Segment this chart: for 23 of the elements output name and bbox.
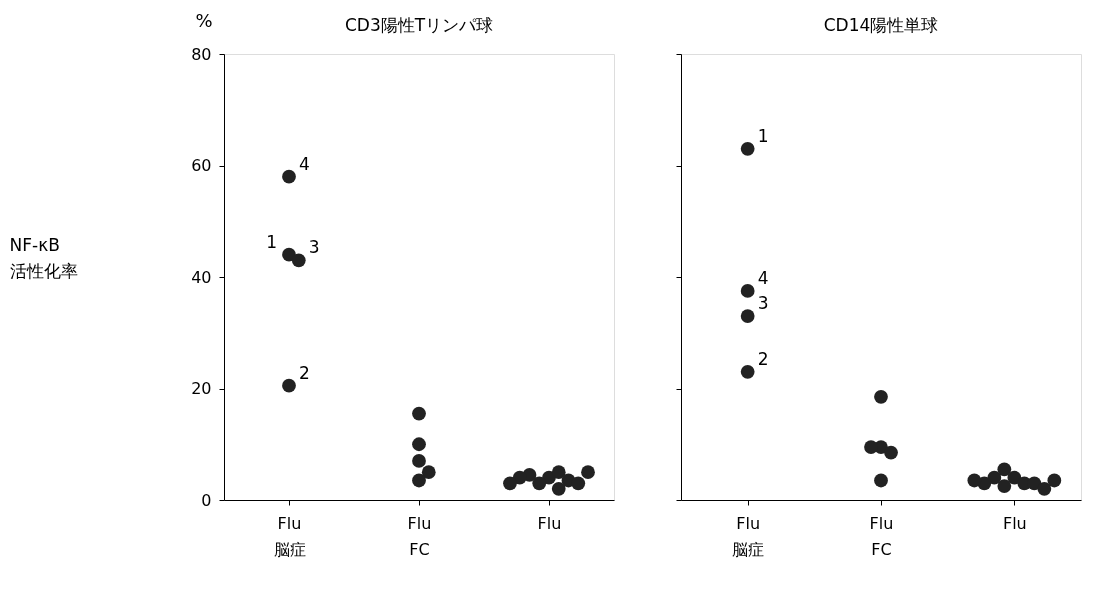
x-tick-label: Flu [1002,513,1027,533]
y-tick-label: 40 [191,267,212,287]
annotation: 2 [757,348,769,369]
annotation: 4 [299,153,310,174]
chart-title: CD14陽性単球 [823,15,939,35]
x-tick-label: Flu FC [407,513,432,559]
y-tick-label: 80 [191,44,212,64]
text: % [195,10,213,31]
y-axis-title: NF-κB 活性化率 [9,234,78,281]
y-tick-label: 0 [201,490,212,510]
annotation: 3 [308,237,320,258]
annotation: 1 [266,231,277,252]
x-tick-label: Flu 脳症 [732,513,765,559]
annotation: 1 [757,125,769,146]
annotation: 3 [757,293,769,314]
annotation: 4 [757,267,769,288]
x-tick-label: Flu FC [869,513,894,559]
annotation: 2 [299,362,310,383]
y-tick-label: 60 [191,156,212,175]
chart-title: CD3陽性Tリンパ球 [344,15,494,35]
y-tick-label: 20 [191,379,212,398]
x-tick-label: Flu 脳症 [273,513,306,559]
x-tick-label: Flu [537,513,562,533]
